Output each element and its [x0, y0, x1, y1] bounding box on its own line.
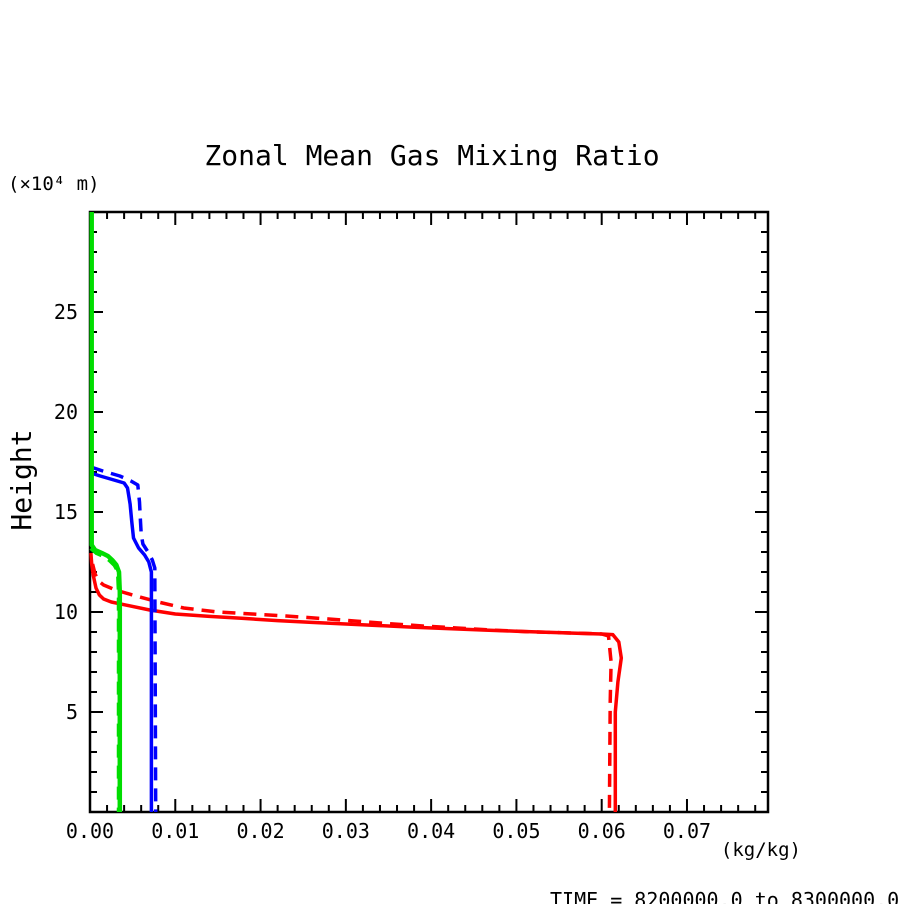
series-line-green-solid: [89, 212, 123, 812]
series-line-blue-solid: [90, 471, 154, 812]
x-tick-label: 0.06: [578, 819, 626, 843]
x-tick-label: 0.04: [407, 819, 455, 843]
plot-border: [88, 210, 770, 814]
x-tick-label: 0.07: [663, 819, 711, 843]
x-tick-label: 0.02: [236, 819, 284, 843]
x-tick-label: 0.00: [66, 819, 114, 843]
y-tick-label: 10: [54, 600, 78, 624]
time-annotation: TIME = 8200000.0 to 8300000.0: [550, 888, 899, 904]
x-tick-label: 0.03: [322, 819, 370, 843]
y-tick-label: 25: [54, 300, 78, 324]
y-axis-title: Height: [5, 429, 38, 530]
series-layer: [89, 212, 624, 813]
y-tick-label: 15: [54, 500, 78, 524]
x-axis-units-label: (kg/kg): [721, 839, 801, 861]
series-line-red-solid: [89, 552, 624, 812]
series-line-blue-dashed: [90, 465, 158, 813]
axes-layer: 0.00 0.01 0.02 0.03 0.04 0.05 0.06 0.07 5 10 15 20 2…: [54, 210, 770, 843]
chart-title: Zonal Mean Gas Mixing Ratio: [204, 139, 659, 172]
x-tick-label: 0.01: [151, 819, 199, 843]
series-line-red-dashed: [90, 563, 613, 813]
y-tick-label: 5: [66, 700, 78, 724]
y-tick-label: 20: [54, 400, 78, 424]
y-axis-units-label: (×10⁴ m): [8, 173, 100, 195]
x-tick-label: 0.05: [492, 819, 540, 843]
